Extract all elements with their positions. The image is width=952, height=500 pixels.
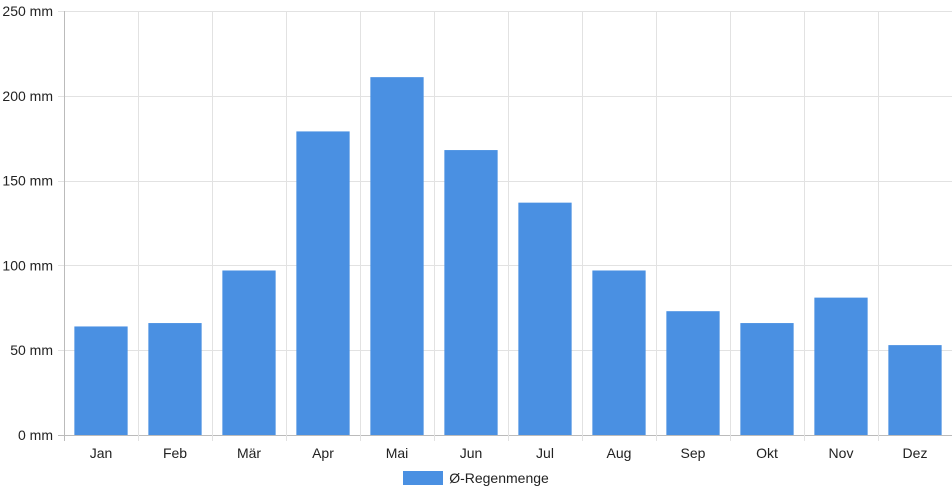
bar bbox=[148, 323, 202, 435]
y-tick-label: 150 mm bbox=[2, 173, 53, 189]
x-tick-label: Jul bbox=[536, 445, 554, 461]
x-tick-label: Jun bbox=[460, 445, 483, 461]
x-tick-label: Okt bbox=[756, 445, 778, 461]
bar bbox=[74, 326, 128, 435]
x-tick-label: Feb bbox=[163, 445, 187, 461]
bar bbox=[666, 311, 720, 435]
x-tick-label: Aug bbox=[607, 445, 632, 461]
x-tick-label: Apr bbox=[312, 445, 334, 461]
legend: Ø-Regenmenge bbox=[0, 470, 952, 486]
bars bbox=[74, 77, 942, 436]
axes: 0 mm 50 mm 100 mm 150 mm 200 mm 250 mm Jan Feb M… bbox=[2, 3, 927, 461]
bar bbox=[592, 270, 646, 435]
grid bbox=[58, 11, 952, 441]
x-tick-label: Nov bbox=[829, 445, 854, 461]
y-tick-label: 250 mm bbox=[2, 3, 53, 19]
bar bbox=[444, 150, 498, 435]
y-tick-label: 50 mm bbox=[10, 342, 53, 358]
bar bbox=[888, 345, 942, 435]
y-tick-label: 100 mm bbox=[2, 257, 53, 273]
legend-swatch bbox=[403, 471, 444, 485]
x-tick-label: Mai bbox=[386, 445, 409, 461]
x-tick-label: Dez bbox=[903, 445, 928, 461]
bar bbox=[814, 297, 868, 435]
bar bbox=[370, 77, 424, 436]
x-tick-label: Sep bbox=[681, 445, 706, 461]
bar bbox=[740, 323, 794, 435]
bar bbox=[296, 131, 350, 435]
bar bbox=[518, 202, 572, 435]
y-tick-label: 200 mm bbox=[2, 88, 53, 104]
x-tick-label: Mär bbox=[237, 445, 261, 461]
x-tick-label: Jan bbox=[90, 445, 113, 461]
y-tick-label: 0 mm bbox=[18, 427, 53, 443]
legend-label: Ø-Regenmenge bbox=[449, 470, 549, 486]
bar bbox=[222, 270, 276, 435]
